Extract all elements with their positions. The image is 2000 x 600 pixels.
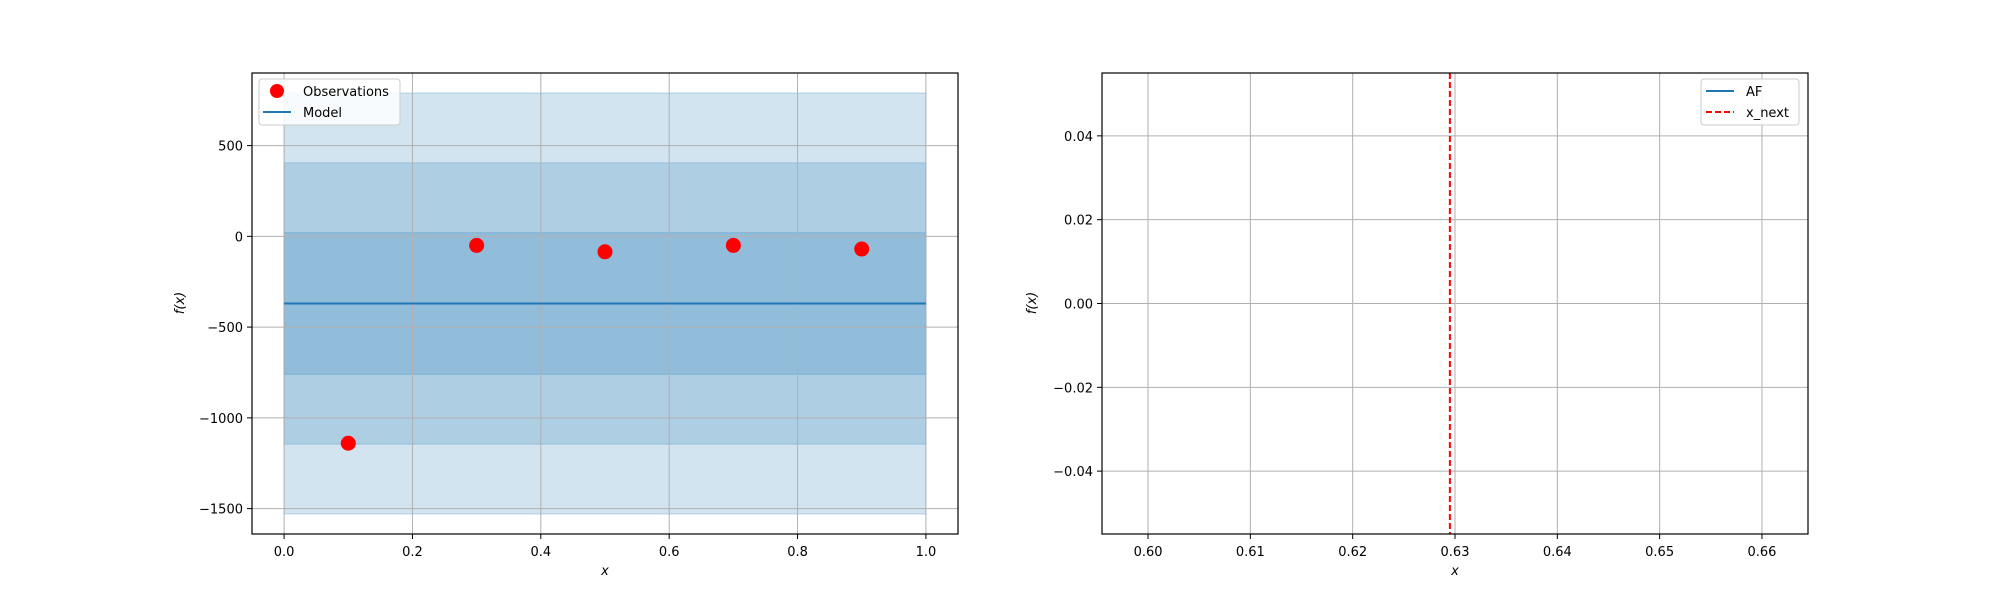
axes-frame	[251, 72, 959, 535]
y-tick-label: 500	[218, 140, 243, 155]
legend-af-label: AF	[1746, 85, 1762, 100]
right-chart: 0.60 0.61 0.62 0.63 0.64 0.65 0.66 0.040.020.0…	[1025, 72, 1809, 579]
y-axis-ticks: 500 0 −500 −1000 −1500	[199, 140, 252, 518]
x-tick-label: 0.66	[1747, 545, 1776, 560]
y-tick-label: −0.02	[1053, 381, 1093, 396]
x-axis-label: x	[1450, 564, 1459, 579]
grid	[1102, 73, 1808, 534]
x-axis-ticks: 0.0 0.2 0.4 0.6 0.8 1.0	[274, 534, 937, 560]
y-tick-label: 0.02	[1064, 214, 1093, 229]
observation-point	[725, 237, 741, 253]
x-axis-ticks: 0.60 0.61 0.62 0.63 0.64 0.65 0.66	[1134, 534, 1776, 560]
y-tick-label: −0.04	[1053, 465, 1093, 480]
x-tick-label: 0.8	[787, 545, 808, 560]
x-tick-label: 0.61	[1236, 545, 1265, 560]
observation-point	[597, 244, 613, 260]
y-tick-label: −500	[207, 321, 243, 336]
x-tick-label: 0.62	[1338, 545, 1367, 560]
observation-point	[340, 435, 356, 451]
x-tick-label: 0.4	[530, 545, 551, 560]
y-axis-ticks: 0.04 0.02 0.00 −0.02 −0.04	[1053, 130, 1102, 480]
legend: Observations Model	[258, 78, 401, 126]
x-tick-label: 0.2	[402, 545, 423, 560]
y-tick-label: 0	[235, 230, 243, 245]
x-tick-label: 0.6	[659, 545, 680, 560]
observation-points	[340, 237, 870, 451]
x-tick-label: 0.0	[274, 545, 295, 560]
y-tick-label: −1000	[199, 412, 243, 427]
x-axis-label: x	[600, 564, 609, 579]
y-tick-label: −1500	[199, 503, 243, 518]
x-tick-label: 0.64	[1543, 545, 1572, 560]
observation-point	[854, 241, 870, 257]
y-axis-label: f(x)	[1025, 292, 1040, 314]
y-axis-label: f(x)	[173, 292, 188, 314]
legend-x-next-label: x_next	[1746, 106, 1789, 121]
legend: AF x_next	[1700, 78, 1800, 126]
legend-model-label: Model	[303, 106, 342, 121]
y-tick-label: 0.00	[1064, 298, 1093, 313]
observation-point	[469, 237, 485, 253]
legend-observations-marker	[270, 84, 284, 98]
x-tick-label: 1.0	[916, 545, 937, 560]
y-tick-label: 0.04	[1064, 130, 1093, 145]
legend-observations-label: Observations	[303, 85, 389, 100]
legend-box	[258, 78, 401, 126]
x-tick-label: 0.63	[1441, 545, 1470, 560]
x-tick-label: 0.65	[1645, 545, 1674, 560]
x-tick-label: 0.60	[1134, 545, 1163, 560]
